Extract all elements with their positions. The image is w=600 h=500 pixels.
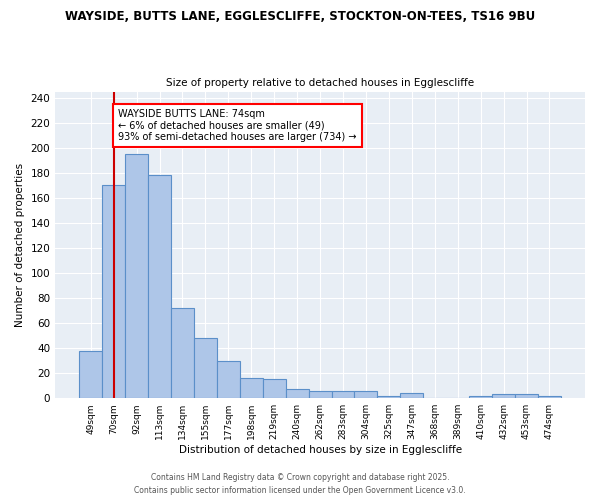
Bar xyxy=(125,154,148,398)
Bar xyxy=(469,396,492,398)
Bar xyxy=(492,394,515,398)
Bar xyxy=(102,186,125,398)
Text: Contains HM Land Registry data © Crown copyright and database right 2025.
Contai: Contains HM Land Registry data © Crown c… xyxy=(134,474,466,495)
Text: WAYSIDE, BUTTS LANE, EGGLESCLIFFE, STOCKTON-ON-TEES, TS16 9BU: WAYSIDE, BUTTS LANE, EGGLESCLIFFE, STOCK… xyxy=(65,10,535,23)
Bar xyxy=(148,176,171,398)
Bar xyxy=(332,390,355,398)
Bar xyxy=(286,390,308,398)
Bar xyxy=(515,394,538,398)
Bar xyxy=(377,396,400,398)
Title: Size of property relative to detached houses in Egglescliffe: Size of property relative to detached ho… xyxy=(166,78,474,88)
Bar xyxy=(240,378,263,398)
Y-axis label: Number of detached properties: Number of detached properties xyxy=(15,163,25,327)
Bar xyxy=(194,338,217,398)
Text: WAYSIDE BUTTS LANE: 74sqm
← 6% of detached houses are smaller (49)
93% of semi-d: WAYSIDE BUTTS LANE: 74sqm ← 6% of detach… xyxy=(118,109,357,142)
Bar xyxy=(400,393,423,398)
Bar xyxy=(355,390,377,398)
Bar xyxy=(538,396,561,398)
Bar xyxy=(263,380,286,398)
Bar xyxy=(217,360,240,398)
X-axis label: Distribution of detached houses by size in Egglescliffe: Distribution of detached houses by size … xyxy=(179,445,461,455)
Bar xyxy=(308,390,332,398)
Bar xyxy=(171,308,194,398)
Bar xyxy=(79,350,102,398)
